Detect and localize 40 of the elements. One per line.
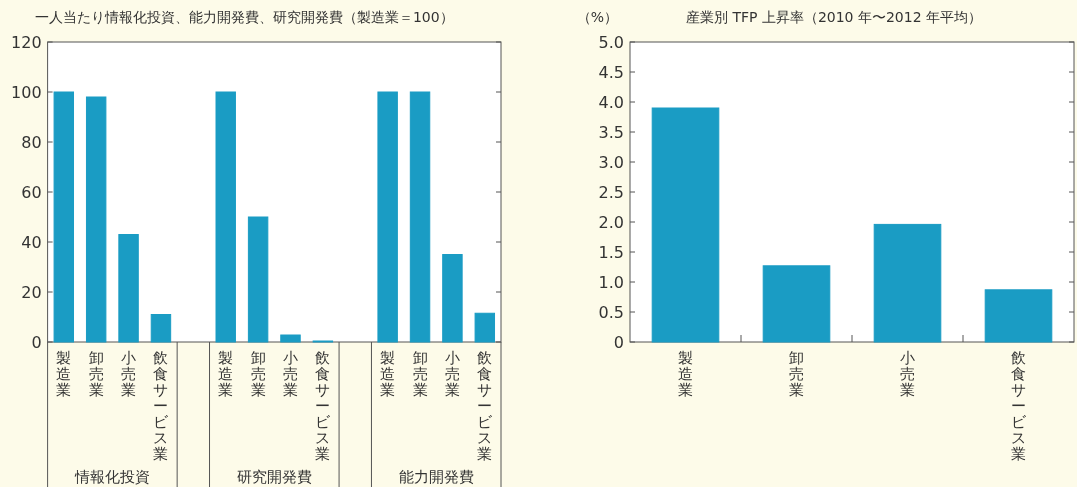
x-tick-label: 卸売業 [789, 349, 804, 399]
x-tick-label: 飲食サービス業 [477, 349, 494, 463]
x-tick-label: 飲食サービス業 [153, 349, 170, 463]
y-tick-label: 40 [21, 233, 42, 252]
y-tick-label: 1.5 [598, 243, 624, 262]
y-tick-label: 4.5 [598, 63, 624, 82]
y-tick-label: 3.0 [598, 153, 624, 172]
text: 研究開発費 [236, 468, 312, 486]
x-tick-label: 小売業 [900, 349, 915, 399]
y-tick-label: 80 [21, 133, 42, 152]
chart-title: 産業別 TFP 上昇率（2010 年〜2012 年平均） [685, 9, 983, 25]
chart-title: 一人当たり情報化投資、能力開発費、研究開発費（製造業＝100） [34, 9, 454, 25]
y-tick-label: 4.0 [598, 93, 624, 112]
x-tick-label: 製造業 [380, 349, 396, 399]
y-tick-label: 0 [31, 333, 42, 352]
y-tick-label: 2.5 [598, 183, 624, 202]
y-tick-label: 0 [613, 333, 624, 352]
x-tick-label: 卸売業 [412, 349, 428, 399]
y-tick-label: 5.0 [598, 33, 624, 52]
x-tick-label: 飲食サービス業 [1011, 349, 1027, 463]
text: 能力開発費 [398, 468, 474, 486]
y-tick-label: 3.5 [598, 123, 624, 142]
y-tick-label: 20 [21, 283, 42, 302]
x-tick-label: 卸売業 [250, 349, 266, 399]
x-tick-label: 製造業 [218, 349, 234, 399]
y-tick-label: 0.5 [598, 303, 624, 322]
y-axis-title: （%） [576, 9, 618, 25]
y-tick-label: 2.0 [598, 213, 624, 232]
y-tick-label: 60 [21, 183, 42, 202]
x-tick-label: 製造業 [678, 349, 693, 399]
y-tick-label: 120 [11, 33, 42, 52]
y-tick-label: 1.0 [598, 273, 624, 292]
x-tick-label: 小売業 [444, 349, 460, 399]
y-tick-label: 100 [11, 83, 42, 102]
x-tick-label: 製造業 [56, 349, 72, 399]
x-tick-label: 卸売業 [88, 349, 104, 399]
x-tick-label: 飲食サービス業 [315, 349, 332, 463]
text: 情報化投資 [73, 468, 150, 486]
x-tick-label: 小売業 [282, 349, 298, 399]
x-tick-label: 小売業 [121, 349, 137, 399]
